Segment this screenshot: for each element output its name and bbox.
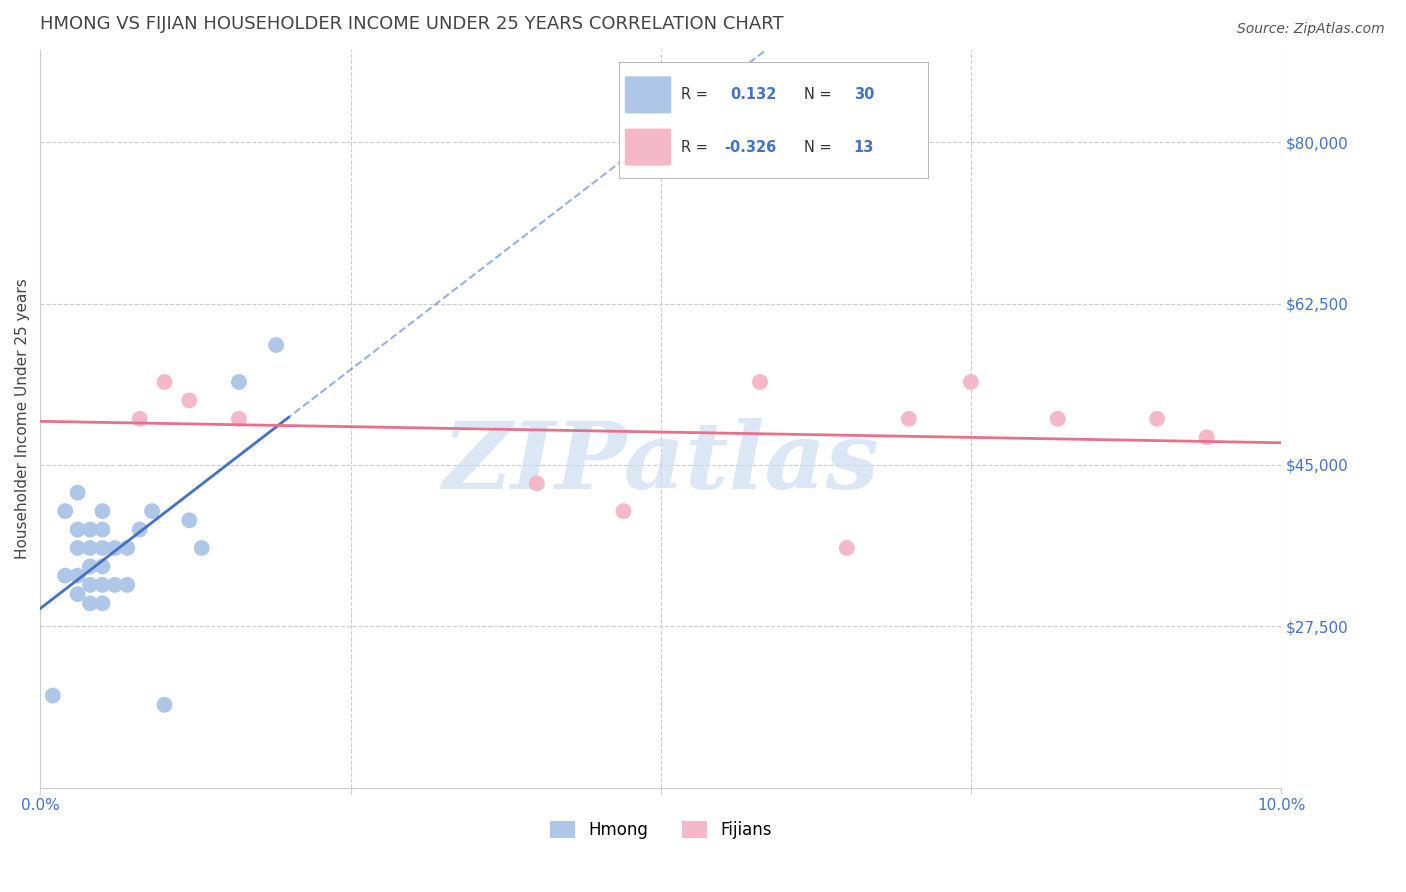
- FancyBboxPatch shape: [624, 128, 671, 166]
- Point: [66, 541, 89, 555]
- Point: [179, 513, 201, 527]
- Point: [228, 375, 250, 389]
- Point: [66, 523, 89, 537]
- Point: [79, 578, 101, 592]
- Text: ZIPatlas: ZIPatlas: [443, 418, 879, 508]
- Point: [153, 698, 176, 712]
- Text: N =: N =: [804, 139, 832, 154]
- Text: HMONG VS FIJIAN HOUSEHOLDER INCOME UNDER 25 YEARS CORRELATION CHART: HMONG VS FIJIAN HOUSEHOLDER INCOME UNDER…: [41, 15, 785, 33]
- Text: 13: 13: [853, 139, 875, 154]
- Point: [91, 541, 114, 555]
- Point: [79, 596, 101, 610]
- Point: [79, 559, 101, 574]
- Point: [1146, 412, 1168, 426]
- Legend: Hmong, Fijians: Hmong, Fijians: [543, 814, 778, 846]
- Point: [153, 375, 176, 389]
- Point: [1195, 430, 1218, 444]
- Point: [66, 485, 89, 500]
- Point: [53, 568, 76, 582]
- Point: [612, 504, 634, 518]
- Point: [117, 541, 139, 555]
- Point: [141, 504, 163, 518]
- FancyBboxPatch shape: [624, 77, 671, 113]
- Text: 30: 30: [853, 87, 875, 103]
- Point: [53, 504, 76, 518]
- Point: [897, 412, 920, 426]
- Point: [190, 541, 212, 555]
- Point: [91, 504, 114, 518]
- Point: [526, 476, 548, 491]
- Point: [128, 523, 150, 537]
- Point: [91, 523, 114, 537]
- Point: [66, 587, 89, 601]
- Text: -0.326: -0.326: [724, 139, 776, 154]
- Point: [1046, 412, 1069, 426]
- Point: [179, 393, 201, 408]
- Text: R =: R =: [681, 87, 707, 103]
- Y-axis label: Householder Income Under 25 years: Householder Income Under 25 years: [15, 278, 30, 559]
- Point: [749, 375, 772, 389]
- Point: [91, 578, 114, 592]
- Text: N =: N =: [804, 87, 832, 103]
- Point: [104, 578, 127, 592]
- Point: [42, 689, 65, 703]
- Text: R =: R =: [681, 139, 707, 154]
- Point: [91, 559, 114, 574]
- Point: [79, 541, 101, 555]
- Text: Source: ZipAtlas.com: Source: ZipAtlas.com: [1237, 22, 1385, 37]
- Text: 0.132: 0.132: [730, 87, 776, 103]
- Point: [128, 412, 150, 426]
- Point: [66, 568, 89, 582]
- Point: [104, 541, 127, 555]
- Point: [117, 578, 139, 592]
- Point: [228, 412, 250, 426]
- Point: [91, 596, 114, 610]
- Point: [264, 338, 287, 352]
- Point: [835, 541, 858, 555]
- Point: [960, 375, 983, 389]
- Point: [79, 523, 101, 537]
